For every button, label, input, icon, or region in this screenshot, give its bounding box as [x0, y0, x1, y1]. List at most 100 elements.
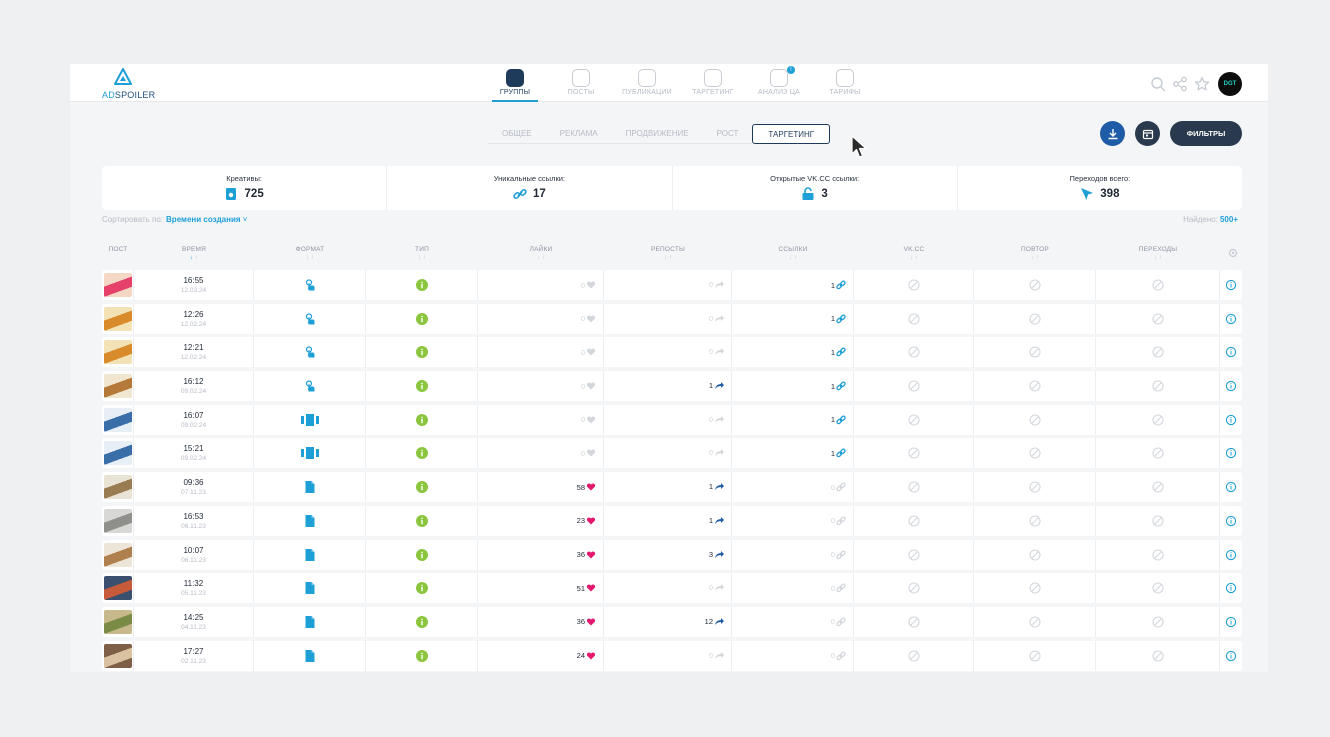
- calendar-button[interactable]: [1135, 121, 1160, 146]
- not-available-icon: [1028, 279, 1041, 291]
- post-thumbnail[interactable]: [104, 441, 132, 466]
- column-header-9[interactable]: ПЕРЕХОДЫ ↓ ↑: [1096, 246, 1220, 261]
- post-cell: [102, 337, 134, 368]
- adspoiler-logo[interactable]: ADSPOILER: [100, 68, 160, 100]
- column-header-1[interactable]: ВРЕМЯ ↓ ↑: [134, 246, 254, 261]
- info-icon[interactable]: [1225, 583, 1237, 594]
- info-icon[interactable]: [1225, 380, 1237, 392]
- avatar[interactable]: DGT: [1218, 72, 1242, 96]
- info-icon[interactable]: [1225, 481, 1237, 493]
- sort-arrows-icon[interactable]: ↓ ↑: [1030, 255, 1040, 261]
- post-thumbnail[interactable]: [104, 475, 132, 500]
- nav-item-2[interactable]: ПУБЛИКАЦИИ: [614, 64, 680, 102]
- sort-arrows-icon[interactable]: ↓ ↑: [1153, 255, 1163, 261]
- sort-control[interactable]: Сортировать по: Времени создания ˅: [102, 215, 247, 224]
- post-thumbnail[interactable]: [104, 576, 132, 601]
- nav-item-5[interactable]: ТАРИФЫ: [812, 64, 878, 102]
- subtabs: ОБЩЕЕ РЕКЛАМА ПРОДВИЖЕНИЕ РОСТ ТАРГЕТИНГ: [488, 124, 831, 144]
- sort-value[interactable]: Времени создания: [166, 215, 241, 224]
- column-header-8[interactable]: ПОВТОР ↓ ↑: [974, 246, 1096, 261]
- info-icon[interactable]: [1225, 549, 1237, 560]
- column-header-4[interactable]: ЛАЙКИ ↓ ↑: [478, 246, 604, 261]
- search-icon[interactable]: [1150, 76, 1166, 92]
- format-cell: [254, 472, 366, 503]
- nav-item-4[interactable]: ! АНАЛИЗ ЦА: [746, 64, 812, 102]
- not-available-icon: [907, 616, 920, 628]
- post-thumbnail[interactable]: [104, 374, 132, 399]
- subtab-0[interactable]: ОБЩЕЕ: [488, 124, 546, 144]
- column-header-7[interactable]: VK.CC ↓ ↑: [854, 246, 974, 261]
- download-button[interactable]: [1100, 121, 1125, 146]
- info-green-icon: [415, 615, 428, 628]
- share-icon[interactable]: [1172, 76, 1188, 92]
- type-cell: [366, 505, 478, 536]
- info-icon[interactable]: [1225, 414, 1237, 425]
- sort-arrows-icon[interactable]: ↓ ↑: [663, 255, 673, 261]
- post-thumbnail[interactable]: [104, 542, 132, 567]
- column-header-0[interactable]: ПОСТ: [102, 246, 134, 253]
- table-row[interactable]: 14:25 04.11.23 36 12 0: [102, 606, 1242, 637]
- table-row[interactable]: 10:07 06.11.23 36 3 0: [102, 539, 1242, 570]
- sort-arrows-icon[interactable]: ↓ ↑: [417, 255, 427, 261]
- info-green-icon: [415, 346, 428, 359]
- table-row[interactable]: 16:07 09.02.24 0 0 1: [102, 404, 1242, 435]
- post-thumbnail[interactable]: [104, 407, 132, 432]
- subtab-4[interactable]: ТАРГЕТИНГ: [752, 124, 831, 144]
- links-value: 0: [830, 516, 835, 526]
- info-icon[interactable]: [1225, 279, 1237, 291]
- table-row[interactable]: 12:21 12.02.24 0 0 1: [102, 337, 1242, 368]
- column-header-2[interactable]: ФОРМАТ ↓ ↑: [254, 246, 366, 261]
- table-header: ПОСТ ВРЕМЯ ↓ ↑ ФОРМАТ ↓ ↑ ТИП ↓ ↑ ЛАЙКИ ↓ ↑ РЕПОС…: [102, 246, 1242, 266]
- table-row[interactable]: 16:53 06.11.23 23 1 0: [102, 505, 1242, 536]
- column-header-5[interactable]: РЕПОСТЫ ↓ ↑: [604, 246, 732, 261]
- sort-arrows-icon[interactable]: ↓ ↑: [189, 255, 199, 261]
- nav-item-1[interactable]: ПОСТЫ: [548, 64, 614, 102]
- post-thumbnail[interactable]: [104, 273, 132, 297]
- post-thumbnail[interactable]: [104, 508, 132, 533]
- transitions-cell: [1096, 371, 1220, 402]
- post-thumbnail[interactable]: [104, 609, 132, 634]
- type-cell: [366, 270, 478, 300]
- sort-arrows-icon[interactable]: ↓ ↑: [536, 255, 546, 261]
- subtab-1[interactable]: РЕКЛАМА: [545, 124, 612, 144]
- info-icon[interactable]: [1225, 650, 1237, 661]
- reposts-value: 0: [708, 650, 713, 660]
- star-icon[interactable]: [1194, 76, 1210, 92]
- nav-item-0[interactable]: ГРУППЫ: [482, 64, 548, 102]
- sort-arrows-icon[interactable]: ↓ ↑: [788, 255, 798, 261]
- post-thumbnail[interactable]: [104, 643, 132, 668]
- repost-arrow-icon: [715, 651, 724, 659]
- links-count: 1: [831, 347, 846, 357]
- info-icon[interactable]: [1225, 515, 1237, 526]
- column-header-6[interactable]: ССЫЛКИ ↓ ↑: [732, 246, 854, 261]
- info-icon[interactable]: [1225, 313, 1237, 324]
- info-icon[interactable]: [1225, 448, 1237, 459]
- subtab-3[interactable]: РОСТ: [702, 124, 753, 144]
- info-icon[interactable]: [1225, 616, 1237, 628]
- sort-arrows-icon[interactable]: ↓ ↑: [305, 255, 315, 261]
- column-header-3[interactable]: ТИП ↓ ↑: [366, 246, 478, 261]
- vkcc-cell: [854, 303, 974, 334]
- likes-cell: 0: [478, 371, 604, 402]
- likes-count: 24: [577, 651, 596, 661]
- table-row[interactable]: 16:55 12.03.24 0 0 1: [102, 270, 1242, 300]
- post-thumbnail[interactable]: [104, 340, 132, 365]
- table-row[interactable]: 16:12 09.02.24 0 1 1: [102, 371, 1242, 402]
- subtab-2[interactable]: ПРОДВИЖЕНИЕ: [611, 124, 703, 144]
- settings-gear-icon[interactable]: [1228, 248, 1238, 258]
- post-thumbnail[interactable]: [104, 306, 132, 331]
- stat-number: 725: [244, 188, 264, 200]
- table-row[interactable]: 09:36 07.11.23 58 1 0: [102, 472, 1242, 503]
- vkcc-cell: [854, 640, 974, 671]
- filters-button[interactable]: ФИЛЬТРЫ: [1170, 121, 1242, 146]
- post-time: 15:21: [183, 444, 204, 454]
- table-row[interactable]: 17:27 02.11.23 24 0 0: [102, 640, 1242, 671]
- table-row[interactable]: 11:32 05.11.23 51 0 0: [102, 573, 1242, 604]
- top-actions: DGT: [1150, 72, 1242, 96]
- table-row[interactable]: 12:26 12.02.24 0 0 1: [102, 303, 1242, 334]
- vkcc-cell: [854, 337, 974, 368]
- table-row[interactable]: 15:21 09.02.24 0 0 1: [102, 438, 1242, 469]
- info-icon[interactable]: [1225, 347, 1237, 358]
- nav-item-3[interactable]: ТАРГЕТИНГ: [680, 64, 746, 102]
- sort-arrows-icon[interactable]: ↓ ↑: [909, 255, 919, 261]
